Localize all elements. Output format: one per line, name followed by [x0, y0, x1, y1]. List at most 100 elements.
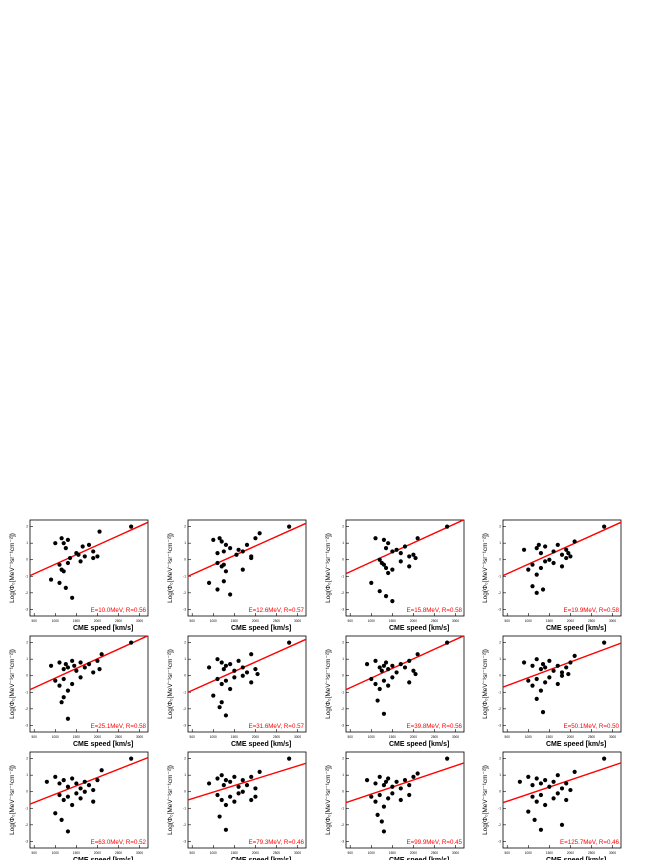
- data-point: [369, 794, 374, 799]
- y-tick-label: 2: [499, 757, 501, 761]
- plot-frame: [345, 751, 465, 849]
- x-tick-label: 500: [32, 851, 38, 855]
- y-tick-label: 0: [499, 790, 501, 794]
- data-point: [381, 711, 387, 716]
- y-tick-label: 1: [26, 657, 28, 661]
- data-point: [398, 786, 403, 791]
- data-point: [57, 562, 62, 567]
- scatter-panel: 500 1000 1500 2000 2500 3000 -3 -2 -1 0 1 2 E=50.1Me…: [482, 635, 622, 748]
- data-point: [95, 658, 100, 663]
- data-point: [61, 778, 66, 783]
- data-point: [383, 779, 389, 784]
- x-tick-label: 2500: [431, 851, 438, 855]
- data-point: [398, 797, 403, 803]
- plot-frame: [502, 635, 622, 733]
- x-tick-label: 2000: [252, 851, 259, 855]
- data-point: [240, 673, 245, 678]
- y-tick-label: -1: [341, 690, 344, 694]
- data-point: [381, 537, 387, 542]
- y-tick-label: 1: [342, 657, 344, 661]
- x-tick-label: 1000: [52, 735, 59, 739]
- x-tick-label: 2500: [273, 619, 280, 623]
- x-tick-label: 500: [348, 735, 354, 739]
- data-point: [91, 787, 96, 793]
- y-tick-label: -1: [25, 690, 28, 694]
- panel-annotation: E=63.0MeV, R=0.52: [91, 839, 147, 846]
- data-point: [543, 778, 548, 783]
- x-tick-label: 3000: [136, 619, 143, 623]
- data-point: [223, 778, 229, 783]
- x-tick-label: 3000: [136, 851, 143, 855]
- data-point: [249, 797, 254, 803]
- x-tick-label: 1500: [73, 851, 80, 855]
- data-point: [80, 544, 85, 549]
- data-point: [402, 778, 408, 783]
- data-point: [538, 792, 544, 798]
- data-point: [383, 565, 389, 571]
- data-point: [221, 549, 226, 554]
- data-point: [398, 551, 403, 556]
- fit-line: [346, 636, 464, 691]
- data-point: [86, 542, 92, 547]
- data-point: [534, 676, 539, 682]
- data-point: [65, 794, 71, 799]
- data-point: [602, 640, 607, 645]
- data-point: [240, 665, 245, 670]
- data-point: [236, 791, 241, 796]
- data-point: [70, 681, 75, 687]
- y-tick-label: -3: [341, 723, 344, 727]
- panel-annotation: E=15.8MeV, R=0.58: [407, 607, 463, 614]
- data-point: [379, 819, 384, 824]
- plot-frame: [187, 635, 307, 733]
- data-point: [63, 662, 68, 667]
- x-axis-label: CME speed [km/s]: [73, 741, 133, 748]
- data-point: [555, 773, 560, 778]
- data-point: [215, 676, 220, 682]
- y-tick-label: 2: [499, 641, 501, 645]
- data-point: [65, 829, 71, 834]
- x-tick-label: 2000: [567, 851, 574, 855]
- y-tick-label: 2: [184, 757, 186, 761]
- data-point: [206, 580, 212, 585]
- x-tick-label: 1000: [210, 735, 217, 739]
- data-point: [86, 662, 92, 667]
- panel-annotation: E=25.1MeV, R=0.58: [91, 723, 147, 730]
- scatter-panel: 500 1000 1500 2000 2500 3000 -3 -2 -1 0 1 2 E=15.8Me…: [325, 519, 465, 632]
- y-tick-label: -1: [183, 690, 186, 694]
- data-point: [59, 700, 64, 705]
- data-point: [99, 768, 104, 773]
- plot-frame: [29, 635, 149, 733]
- data-point: [215, 560, 220, 566]
- x-axis-label: CME speed [km/s]: [389, 857, 449, 860]
- data-point: [65, 716, 71, 721]
- data-point: [78, 660, 83, 665]
- x-tick-label: 2500: [431, 735, 438, 739]
- data-point: [538, 781, 544, 786]
- x-tick-label: 1500: [73, 619, 80, 623]
- data-point: [386, 570, 391, 576]
- y-tick-label: -2: [341, 707, 344, 711]
- x-tick-label: 2500: [273, 851, 280, 855]
- data-point: [232, 774, 237, 779]
- data-point: [445, 640, 450, 645]
- x-tick-label: 1500: [389, 851, 396, 855]
- data-point: [91, 549, 96, 554]
- y-tick-label: -2: [25, 823, 28, 827]
- data-point: [386, 796, 391, 801]
- data-point: [63, 585, 68, 590]
- data-point: [381, 663, 387, 668]
- x-axis-label: CME speed [km/s]: [231, 625, 291, 632]
- y-tick-label: 0: [342, 790, 344, 794]
- data-point: [369, 580, 374, 585]
- y-tick-label: -1: [498, 806, 501, 810]
- data-point: [211, 693, 216, 698]
- x-tick-label: 2000: [94, 851, 101, 855]
- fit-line: [346, 762, 464, 804]
- data-point: [547, 784, 552, 789]
- y-tick-label: -3: [341, 839, 344, 843]
- y-axis-label: Log(Φ₀[MeV⁻¹sr⁻¹cm⁻²]): [482, 765, 489, 835]
- panel-annotation: E=10.0MeV, R=0.56: [91, 607, 147, 614]
- data-point: [61, 569, 66, 574]
- y-tick-label: -2: [498, 823, 501, 827]
- data-point: [379, 668, 384, 673]
